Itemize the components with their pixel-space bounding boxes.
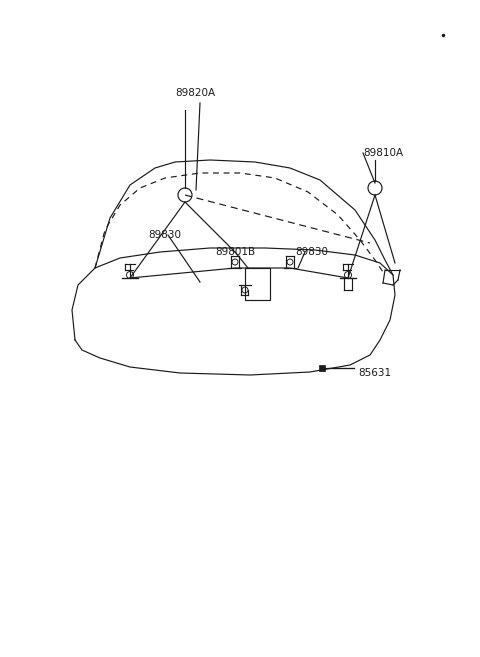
Text: 89801B: 89801B: [215, 247, 255, 257]
Bar: [319, 365, 325, 371]
Text: 89810A: 89810A: [363, 148, 403, 158]
Text: 89830: 89830: [148, 230, 181, 240]
Text: 89820A: 89820A: [175, 88, 215, 98]
Text: 89830: 89830: [295, 247, 328, 257]
Text: 85631: 85631: [358, 368, 391, 378]
Bar: [245, 268, 270, 300]
